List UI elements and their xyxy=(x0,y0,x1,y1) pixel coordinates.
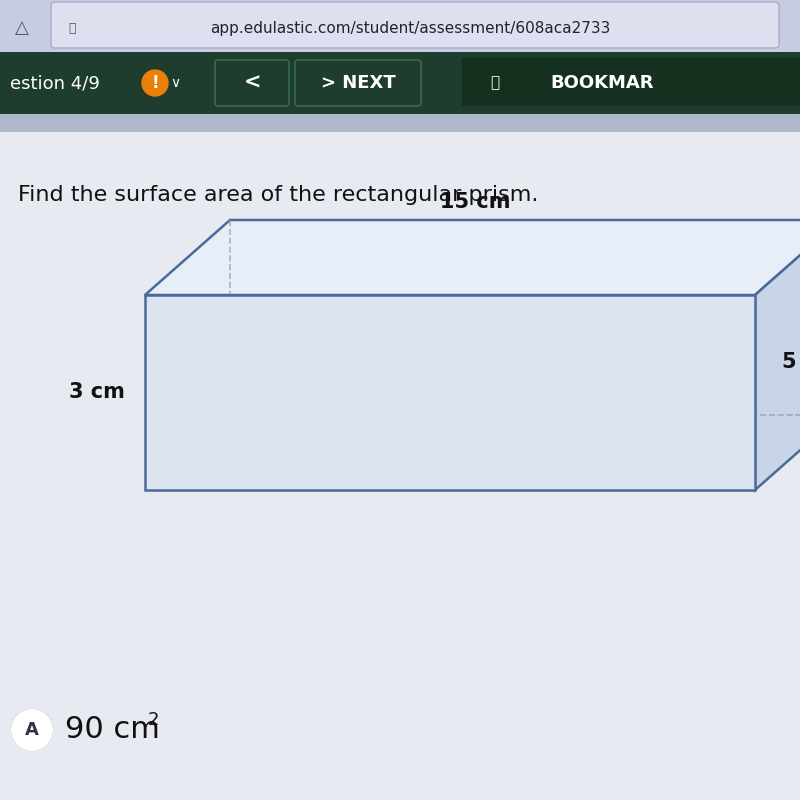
Polygon shape xyxy=(755,220,800,490)
Text: 15 cm: 15 cm xyxy=(440,192,510,212)
FancyBboxPatch shape xyxy=(0,0,800,52)
Text: <: < xyxy=(243,73,261,93)
Text: 🔖: 🔖 xyxy=(490,75,499,90)
Text: app.edulastic.com/student/assessment/608aca2733: app.edulastic.com/student/assessment/608… xyxy=(210,21,610,35)
FancyBboxPatch shape xyxy=(215,60,289,106)
FancyBboxPatch shape xyxy=(51,2,779,48)
Text: BOOKMAR: BOOKMAR xyxy=(550,74,654,92)
Text: 🔒: 🔒 xyxy=(68,22,76,34)
Circle shape xyxy=(12,710,52,750)
Text: estion 4/9: estion 4/9 xyxy=(10,74,100,92)
FancyBboxPatch shape xyxy=(0,114,800,132)
FancyBboxPatch shape xyxy=(462,58,800,106)
Text: > NEXT: > NEXT xyxy=(321,74,395,92)
Text: △: △ xyxy=(15,19,29,37)
FancyBboxPatch shape xyxy=(295,60,421,106)
Circle shape xyxy=(142,70,168,96)
Text: !: ! xyxy=(151,74,159,92)
Text: 2: 2 xyxy=(148,711,159,729)
Text: ∨: ∨ xyxy=(170,76,180,90)
Text: 5: 5 xyxy=(782,353,796,373)
Text: 3 cm: 3 cm xyxy=(69,382,125,402)
Polygon shape xyxy=(145,220,800,295)
Polygon shape xyxy=(145,295,755,490)
FancyBboxPatch shape xyxy=(0,132,800,800)
FancyBboxPatch shape xyxy=(0,52,800,114)
Text: A: A xyxy=(25,721,39,739)
Text: Find the surface area of the rectangular prism.: Find the surface area of the rectangular… xyxy=(18,185,538,205)
Text: 90 cm: 90 cm xyxy=(65,715,160,745)
